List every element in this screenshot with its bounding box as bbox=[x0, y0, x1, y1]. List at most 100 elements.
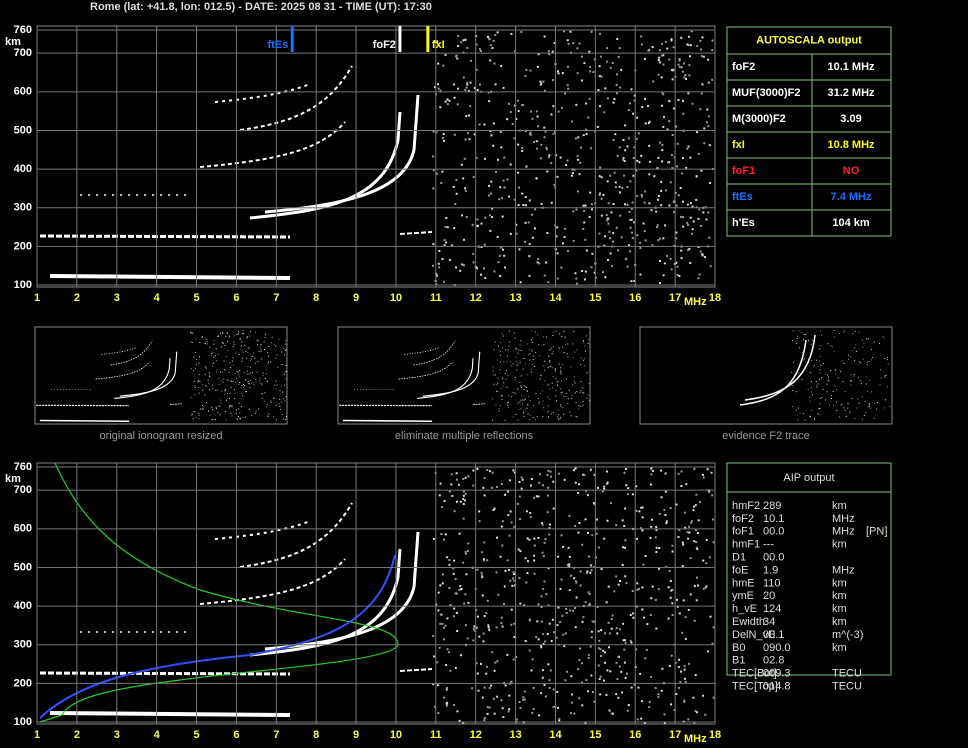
noise bbox=[690, 520, 693, 523]
noise bbox=[516, 502, 519, 505]
noise bbox=[657, 693, 660, 696]
noise bbox=[437, 87, 440, 90]
noise bbox=[576, 349, 578, 351]
noise bbox=[690, 30, 693, 33]
noise bbox=[566, 564, 569, 567]
noise bbox=[587, 591, 590, 594]
noise bbox=[597, 630, 600, 633]
noise bbox=[658, 567, 661, 570]
noise bbox=[643, 616, 646, 619]
noise bbox=[566, 159, 569, 162]
noise bbox=[558, 414, 560, 416]
x-tick-label: 17 bbox=[669, 292, 681, 304]
noise bbox=[853, 373, 855, 375]
noise bbox=[858, 331, 860, 333]
noise bbox=[483, 719, 486, 722]
noise bbox=[633, 99, 636, 102]
noise bbox=[829, 404, 831, 406]
noise bbox=[528, 133, 531, 136]
noise bbox=[632, 612, 635, 615]
noise bbox=[537, 53, 540, 56]
noise bbox=[529, 484, 532, 487]
noise bbox=[245, 391, 247, 393]
noise bbox=[582, 204, 585, 207]
noise bbox=[549, 360, 551, 362]
noise bbox=[840, 404, 842, 406]
noise bbox=[626, 265, 629, 268]
noise bbox=[589, 645, 592, 648]
noise bbox=[506, 386, 508, 388]
noise bbox=[579, 391, 581, 393]
noise bbox=[579, 405, 581, 407]
noise bbox=[811, 409, 813, 411]
noise bbox=[833, 351, 835, 353]
noise bbox=[222, 333, 224, 335]
noise bbox=[259, 382, 261, 384]
noise bbox=[524, 399, 526, 401]
noise bbox=[520, 476, 523, 479]
noise bbox=[478, 635, 481, 638]
noise bbox=[558, 718, 561, 721]
noise bbox=[245, 350, 247, 352]
noise bbox=[486, 706, 489, 709]
noise bbox=[565, 611, 568, 614]
noise bbox=[198, 414, 200, 416]
noise bbox=[825, 399, 827, 401]
noise bbox=[547, 405, 549, 407]
noise bbox=[204, 342, 206, 344]
noise bbox=[535, 177, 538, 180]
noise bbox=[579, 584, 582, 587]
noise bbox=[462, 39, 465, 42]
noise bbox=[495, 571, 498, 574]
noise bbox=[494, 661, 497, 664]
noise bbox=[571, 174, 574, 177]
noise bbox=[560, 371, 562, 373]
noise bbox=[660, 189, 663, 192]
noise bbox=[573, 607, 576, 610]
noise bbox=[616, 249, 619, 252]
noise bbox=[849, 411, 851, 413]
noise bbox=[432, 243, 435, 246]
noise bbox=[557, 384, 559, 386]
noise bbox=[573, 351, 575, 353]
noise bbox=[281, 363, 283, 365]
noise bbox=[532, 337, 534, 339]
noise bbox=[539, 473, 542, 476]
noise bbox=[862, 346, 864, 348]
noise bbox=[704, 713, 707, 716]
noise bbox=[260, 358, 262, 360]
noise bbox=[598, 74, 601, 77]
noise bbox=[540, 392, 542, 394]
noise bbox=[593, 271, 596, 274]
noise bbox=[205, 384, 207, 386]
aip-cell: foE bbox=[732, 564, 749, 576]
noise bbox=[459, 269, 462, 272]
noise bbox=[532, 355, 534, 357]
noise bbox=[694, 673, 697, 676]
noise bbox=[584, 204, 587, 207]
noise bbox=[453, 510, 456, 513]
noise bbox=[499, 368, 501, 370]
noise bbox=[576, 155, 579, 158]
noise bbox=[580, 79, 583, 82]
noise bbox=[199, 380, 201, 382]
noise bbox=[574, 626, 577, 629]
noise bbox=[657, 239, 660, 242]
noise bbox=[483, 614, 486, 617]
noise bbox=[540, 375, 542, 377]
noise bbox=[569, 30, 572, 33]
noise bbox=[631, 590, 634, 593]
noise bbox=[469, 105, 472, 108]
noise bbox=[671, 602, 674, 605]
noise bbox=[524, 196, 527, 199]
noise bbox=[565, 378, 567, 380]
noise bbox=[821, 377, 823, 379]
noise bbox=[547, 156, 550, 159]
noise bbox=[570, 415, 572, 417]
noise bbox=[532, 341, 534, 343]
noise bbox=[532, 359, 534, 361]
noise bbox=[527, 354, 529, 356]
noise bbox=[581, 543, 584, 546]
noise bbox=[227, 379, 229, 381]
x-tick-label: 3 bbox=[114, 729, 120, 741]
